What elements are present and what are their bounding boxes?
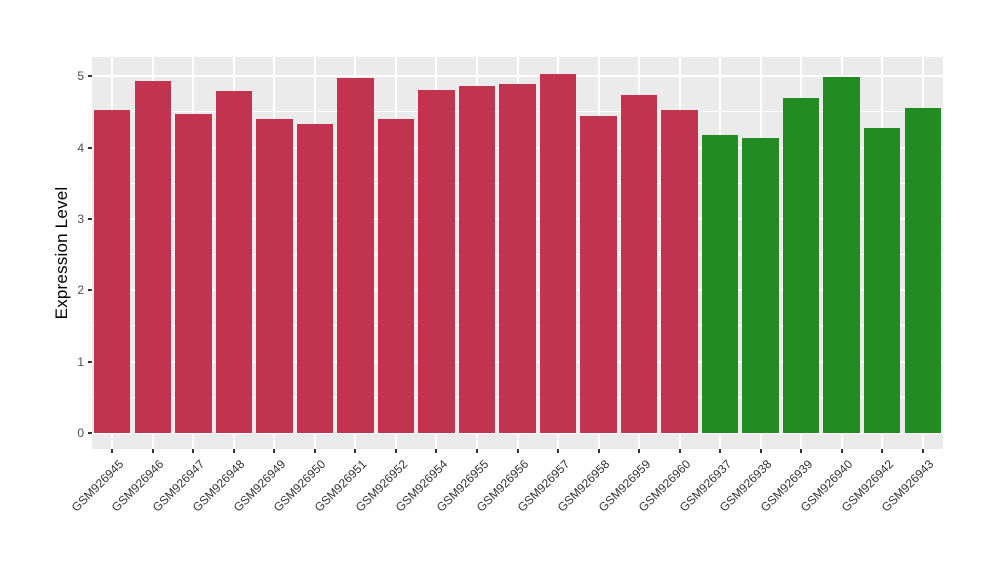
y-tick-label: 2 <box>77 283 84 298</box>
x-tick-mark <box>759 449 762 453</box>
x-tick-mark <box>597 449 600 453</box>
y-tick-mark <box>88 289 92 292</box>
x-tick-mark <box>394 449 397 453</box>
bar-GSM926942 <box>863 128 901 433</box>
bar-GSM926955 <box>458 86 496 433</box>
bar-GSM926947 <box>175 114 212 433</box>
bar-GSM926938 <box>742 137 779 433</box>
y-tick-mark <box>88 360 92 363</box>
x-tick-mark <box>557 449 560 453</box>
x-tick-mark <box>516 449 519 453</box>
bar-GSM926940 <box>823 76 860 433</box>
x-tick-mark <box>881 449 884 453</box>
y-tick-mark <box>88 75 92 78</box>
x-tick-mark <box>192 449 195 453</box>
y-axis-title: Expression Level <box>52 186 71 320</box>
x-tick-mark <box>719 449 722 453</box>
bar-GSM926948 <box>215 90 253 433</box>
bar-GSM926951 <box>337 77 374 433</box>
y-tick-mark <box>88 146 92 149</box>
x-tick-mark <box>435 449 438 453</box>
x-tick-mark <box>232 449 235 453</box>
x-tick-mark <box>840 449 843 453</box>
bar-GSM926950 <box>296 124 334 433</box>
bar-GSM926954 <box>418 89 455 433</box>
bar-GSM926937 <box>701 135 739 433</box>
bar-GSM926939 <box>782 98 820 433</box>
bar-GSM926960 <box>661 109 698 433</box>
y-tick-label: 3 <box>77 211 84 226</box>
bar-GSM926943 <box>904 108 941 433</box>
y-tick-label: 5 <box>77 69 84 84</box>
x-tick-mark <box>800 449 803 453</box>
y-tick-label: 4 <box>77 140 84 155</box>
x-tick-mark <box>921 449 924 453</box>
x-tick-mark <box>354 449 357 453</box>
x-tick-mark <box>151 449 154 453</box>
y-tick-mark <box>88 432 92 434</box>
y-tick-label: 0 <box>77 426 84 440</box>
bar-GSM926946 <box>134 81 172 433</box>
x-tick-mark <box>111 449 114 453</box>
bar-GSM926949 <box>256 119 293 433</box>
bar-GSM926952 <box>377 119 415 433</box>
x-tick-mark <box>638 449 641 453</box>
plot-panel <box>92 57 943 449</box>
x-tick-mark <box>678 449 681 453</box>
x-tick-mark <box>273 449 276 453</box>
y-tick-label: 1 <box>77 354 84 369</box>
bar-GSM926958 <box>580 116 617 433</box>
y-tick-mark <box>88 217 92 220</box>
bar-GSM926959 <box>620 94 658 433</box>
x-tick-mark <box>475 449 478 453</box>
bar-GSM926956 <box>499 84 536 433</box>
bar-GSM926957 <box>539 74 577 433</box>
x-tick-mark <box>313 449 316 453</box>
bar-GSM926945 <box>94 109 131 433</box>
